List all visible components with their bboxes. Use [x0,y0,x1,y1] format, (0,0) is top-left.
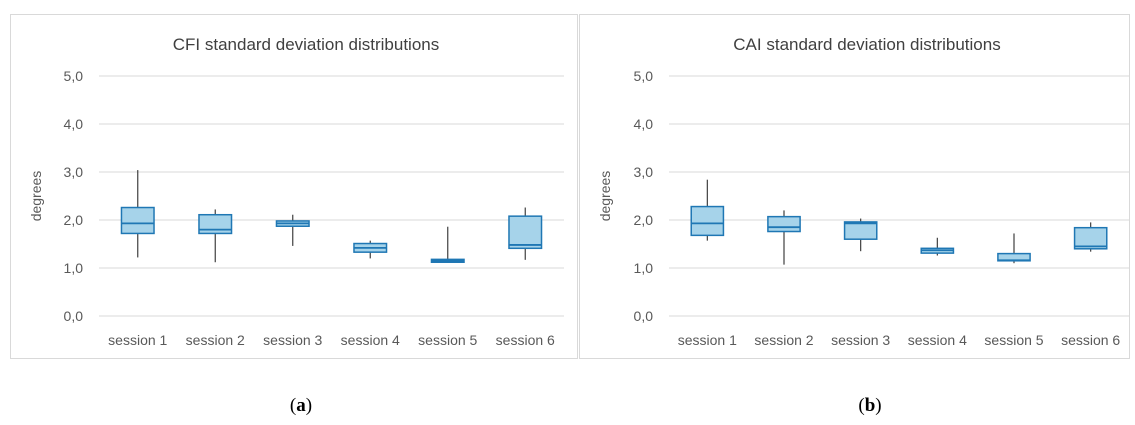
y-axis-label: degrees [28,171,44,222]
x-tick-label: session 1 [108,332,167,348]
x-tick-label: session 6 [496,332,555,348]
x-tick-label: session 5 [984,332,1043,348]
y-tick-label: 4,0 [64,116,84,132]
x-tick-label: session 3 [831,332,890,348]
box [1073,226,1108,250]
x-tick-label: session 4 [341,332,400,348]
y-tick-label: 1,0 [634,260,654,276]
cfi-boxplot: CFI standard deviation distributions degr… [28,35,564,348]
x-tick-label: session 1 [678,332,737,348]
chart-title: CFI standard deviation distributions [173,35,439,54]
box [198,213,233,235]
box [508,215,543,250]
y-tick-label: 3,0 [634,164,654,180]
x-tick-label: session 4 [908,332,967,348]
cai-boxplot: CAI standard deviation distributions degr… [597,35,1129,348]
x-tick-label: session 2 [754,332,813,348]
x-tick-label: session 3 [263,332,322,348]
box [690,205,725,237]
caption-a: (a) [289,395,313,416]
y-tick-label: 3,0 [64,164,84,180]
y-tick-label: 2,0 [64,212,84,228]
y-tick-label: 5,0 [64,68,84,84]
x-tick-label: session 2 [186,332,245,348]
y-tick-label: 0,0 [634,308,654,324]
chart-panel-cfi: CFI standard deviation distributions degr… [10,14,578,359]
y-tick-label: 2,0 [634,212,654,228]
x-tick-label: session 5 [418,332,477,348]
chart-panel-cai: CAI standard deviation distributions degr… [579,14,1130,359]
y-tick-label: 1,0 [64,260,84,276]
box [843,221,878,240]
y-tick-label: 4,0 [634,116,654,132]
y-tick-label: 0,0 [64,308,84,324]
caption-b: (b) [858,395,882,416]
chart-title: CAI standard deviation distributions [733,35,1000,54]
box [120,206,155,235]
y-axis-label: degrees [597,171,613,222]
x-tick-label: session 6 [1061,332,1120,348]
box [767,215,801,233]
y-tick-label: 5,0 [634,68,654,84]
